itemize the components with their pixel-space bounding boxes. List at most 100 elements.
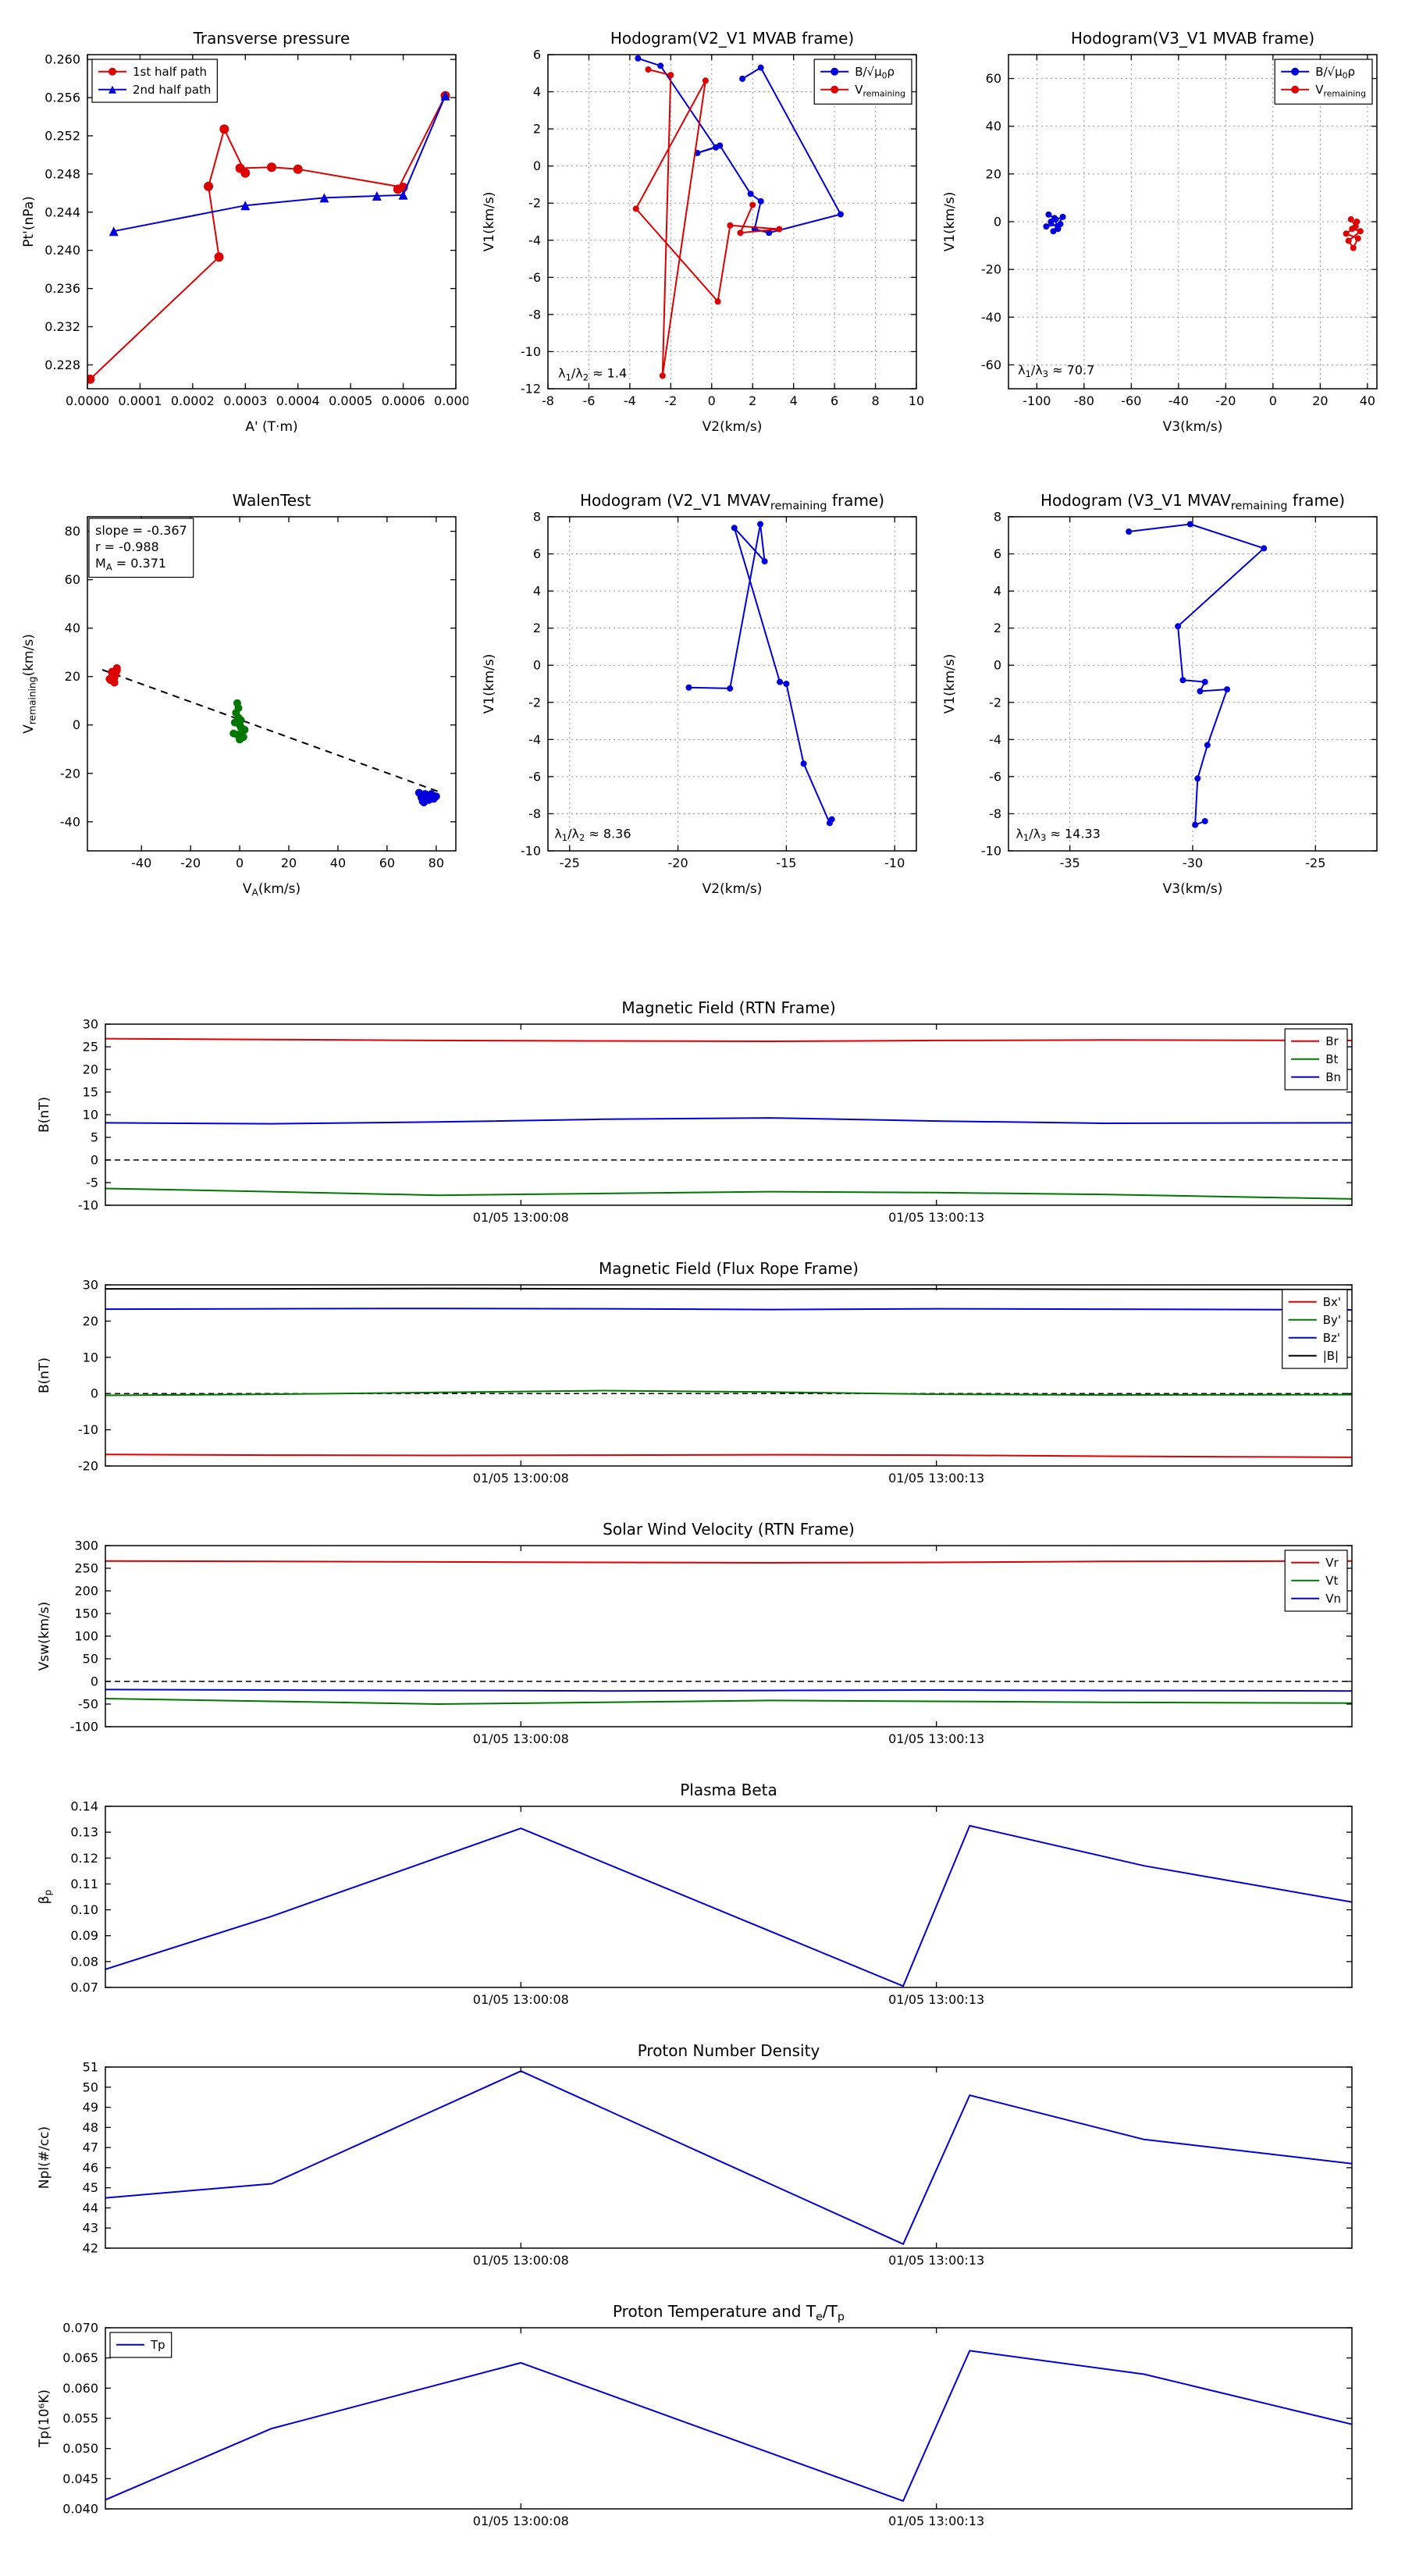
y-tick-label: 5 <box>91 1130 98 1145</box>
y-tick-label: 15 <box>83 1085 98 1100</box>
x-tick-label: -20 <box>1215 393 1236 408</box>
legend-label: 2nd half path <box>133 83 211 97</box>
x-tick-label: 0.0002 <box>171 393 215 408</box>
series-Bz' <box>105 1308 1352 1311</box>
y-tick-label: 0.14 <box>70 1799 98 1814</box>
legend: Br Bt Bn <box>1284 1028 1348 1091</box>
x-tick-label: 01/05 13:00:08 <box>473 2514 569 2528</box>
x-tick-label: 0.0005 <box>329 393 372 408</box>
x-tick-label: -10 <box>884 856 905 870</box>
series-Bt <box>105 1187 1352 1200</box>
y-tick-label: 47 <box>83 2140 98 2155</box>
legend: B/√μ0ρ Vremaining <box>813 59 912 105</box>
y-tick-label: 0.13 <box>70 1825 98 1840</box>
x-tick-label: -2 <box>664 393 677 408</box>
y-tick-label: 0.228 <box>44 358 80 372</box>
panel-proton-number-density: 01/05 13:00:08 01/05 13:00:13 42 43 44 45 46 47… <box>31 2036 1374 2279</box>
plot-area <box>1008 517 1377 851</box>
x-tick-label: 0 <box>236 856 244 870</box>
x-tick-label: 10 <box>909 393 924 408</box>
x-tick-label: -20 <box>668 856 688 870</box>
row-top: 0.0000 0.0001 0.0002 0.0003 0.0004 0.0005 0.00… <box>0 19 1405 440</box>
series-V-remaining <box>688 523 833 824</box>
y-tick-label: 20 <box>83 1062 98 1077</box>
legend: Tp <box>109 2332 173 2358</box>
panel-magnetic-field-rtn: 01/05 13:00:08 01/05 13:00:13 -10 -5 0 5 10 15 2… <box>31 993 1374 1236</box>
axes-frame <box>87 516 457 852</box>
x-tick-label: 0.0000 <box>66 393 109 408</box>
x-tick-label: 0.0004 <box>276 393 320 408</box>
x-tick-label: 01/05 13:00:13 <box>888 1471 984 1485</box>
y-tick-label: 80 <box>65 524 80 539</box>
legend-label: Vr <box>1325 1556 1339 1570</box>
series-fit-line <box>101 669 442 794</box>
x-tick-label: 0 <box>1269 393 1277 408</box>
y-tick-label: 0.244 <box>44 205 80 219</box>
x-tick-label: 40 <box>330 856 346 870</box>
plot-area <box>105 2067 1352 2248</box>
legend-label: 1st half path <box>133 65 207 79</box>
plot-area <box>105 2328 1352 2509</box>
y-tick-label: 150 <box>74 1606 98 1621</box>
x-axis-label: V3(km/s) <box>1163 419 1223 435</box>
x-tick-label: 0.0007 <box>434 393 468 408</box>
legend: 1st half path 2nd half path <box>91 59 218 103</box>
y-axis-label: Vsw(km/s) <box>37 1602 52 1671</box>
y-axis-label: V1(km/s) <box>942 192 958 252</box>
x-tick-label: -4 <box>624 393 636 408</box>
y-axis-label: Vremaining(km/s) <box>21 634 38 734</box>
y-tick-label: 0.12 <box>70 1851 98 1866</box>
y-tick-label: 0.260 <box>44 52 80 67</box>
legend-label: Vremaining <box>855 83 905 98</box>
y-axis-label: B(nT) <box>37 1097 52 1133</box>
x-tick-label: -8 <box>542 393 554 408</box>
ticks: -100 -80 -60 -40 -20 0 20 40 -60 -40 -20 0 20 40 60 <box>981 55 1377 408</box>
x-tick-label: 2 <box>749 393 756 408</box>
x-tick-label: 01/05 13:00:08 <box>473 1731 569 1746</box>
y-tick-label: -10 <box>521 344 541 359</box>
y-axis-label: Tp(10⁶K) <box>37 2389 52 2448</box>
y-tick-label: 0 <box>994 658 1001 673</box>
y-tick-label: 200 <box>74 1584 98 1599</box>
plot-area <box>105 1024 1352 1205</box>
y-tick-label: 0.060 <box>62 2381 98 2396</box>
series-Bn <box>105 1117 1352 1125</box>
x-tick-label: -80 <box>1074 393 1094 408</box>
ticks: -35 -30 -25 -10 -8 -6 -4 -2 0 2 4 6 8 <box>981 510 1377 870</box>
chart-hodogram-v3v1-mvab: -100 -80 -60 -40 -20 0 20 40 -60 -40 -20 0 20 40 60 Hod… <box>942 29 1378 435</box>
x-tick-label: -25 <box>560 856 580 870</box>
y-axis-label: Npl(#/cc) <box>37 2126 52 2189</box>
y-tick-label: 45 <box>83 2180 98 2195</box>
y-tick-label: 0.08 <box>70 1954 98 1969</box>
annotation: λ1/λ3 ≈ 70.7 <box>1018 363 1094 380</box>
chart-transverse-pressure: 0.0000 0.0001 0.0002 0.0003 0.0004 0.0005 0.00… <box>21 29 478 435</box>
y-axis-label: B(nT) <box>37 1357 52 1393</box>
plot-area <box>87 55 456 389</box>
y-tick-label: 0.10 <box>70 1902 98 1917</box>
y-tick-label: 0 <box>994 215 1001 229</box>
y-tick-label: 2 <box>994 621 1001 635</box>
y-tick-label: -6 <box>989 769 1001 784</box>
legend-label: Tp <box>150 2338 165 2352</box>
chart-title: Proton Temperature and Te/Tp <box>613 2302 845 2323</box>
y-tick-label: 0 <box>91 1674 98 1689</box>
timeseries-stack: 01/05 13:00:08 01/05 13:00:13 -10 -5 0 5 10 15 2… <box>0 993 1405 2540</box>
y-tick-label: -10 <box>78 1422 98 1437</box>
markers-cluster-2nd <box>414 788 440 806</box>
y-tick-label: -4 <box>989 732 1001 747</box>
markers-B-alfven <box>1043 211 1066 235</box>
y-tick-label: 0.11 <box>70 1877 98 1891</box>
axes-frame <box>105 1284 1353 1467</box>
chart-magnetic-field-rtn: 01/05 13:00:08 01/05 13:00:13 -10 -5 0 5 10 15 2… <box>37 998 1353 1225</box>
y-tick-label: 0 <box>533 658 541 673</box>
y-tick-label: 6 <box>533 546 541 561</box>
series-By' <box>105 1389 1352 1397</box>
ticks: 01/05 13:00:08 01/05 13:00:13 42 43 44 45 46 47… <box>83 2060 1352 2268</box>
x-tick-label: 6 <box>831 393 838 408</box>
annotation: λ1/λ2 ≈ 8.36 <box>554 826 631 843</box>
x-tick-label: 01/05 13:00:13 <box>888 1992 984 2007</box>
x-tick-label: 0.0003 <box>223 393 267 408</box>
y-tick-label: -8 <box>528 307 541 322</box>
y-tick-label: 40 <box>986 119 1001 133</box>
